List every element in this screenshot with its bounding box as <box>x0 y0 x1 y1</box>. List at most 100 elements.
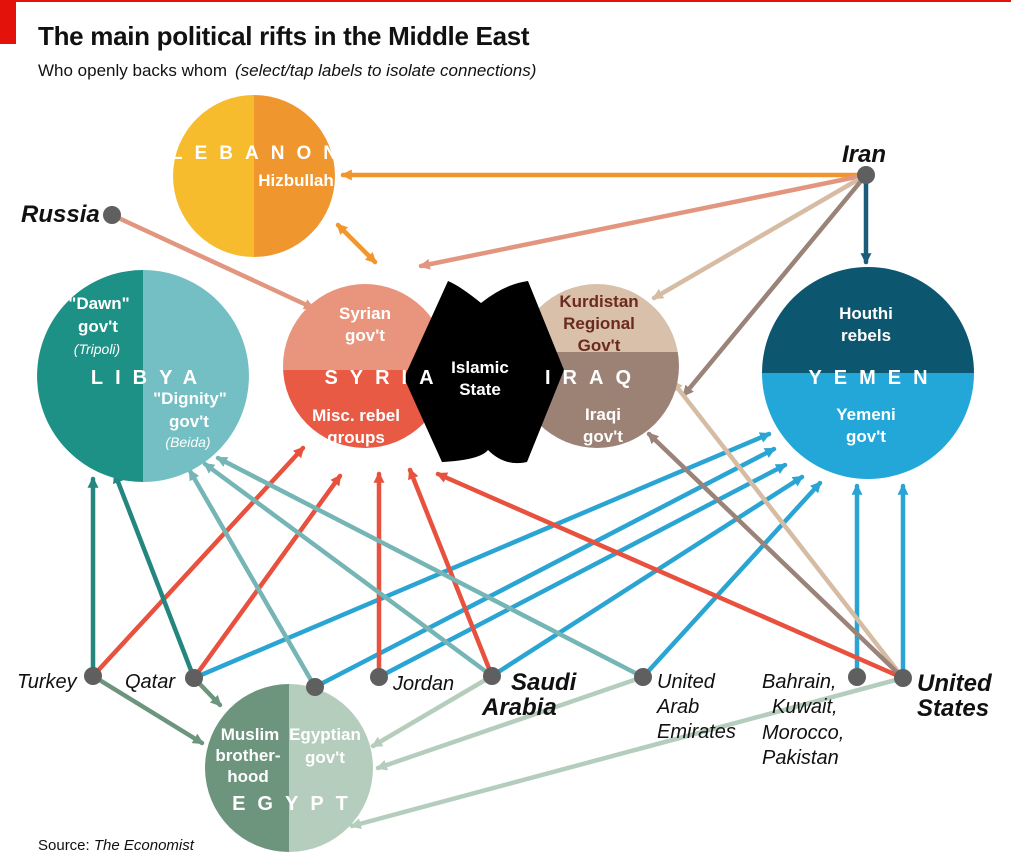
node-bahrain[interactable] <box>848 668 866 686</box>
russia-label[interactable]: Russia <box>21 201 100 228</box>
mb-label-1[interactable]: Muslim <box>221 725 280 744</box>
yemeni-gov-label-1[interactable]: Yemeni <box>836 405 896 424</box>
saudi-label-2[interactable]: Arabia <box>481 694 557 721</box>
yemen-bottom-half <box>762 373 974 479</box>
krg-label-3[interactable]: Gov't <box>578 336 621 355</box>
turkey-label[interactable]: Turkey <box>17 671 78 693</box>
arrow-turkey-mb <box>90 673 205 746</box>
iraqi-gov-label-1[interactable]: Iraqi <box>585 405 621 424</box>
syrian-gov-label-1[interactable]: Syrian <box>339 304 391 323</box>
arrow-russia-syrian-gov <box>109 212 316 311</box>
islamic-state-region[interactable]: Islamic State <box>404 281 564 464</box>
jordan-label[interactable]: Jordan <box>392 673 454 695</box>
source-note: Source: The Economist <box>38 837 194 854</box>
arrow-iran-iraqi-gov <box>681 172 869 398</box>
bahrain-label-2[interactable]: Kuwait, <box>772 696 838 718</box>
lebanon-label: LEBANON <box>171 143 349 164</box>
arrow-qatar-yemeni-gov <box>191 431 772 681</box>
subtitle-text: Who openly backs whom <box>38 61 227 80</box>
node-qatar[interactable] <box>185 669 203 687</box>
dawn-label-1[interactable]: "Dawn" <box>68 294 129 313</box>
bahrain-label-4[interactable]: Pakistan <box>762 747 839 769</box>
source-publication: The Economist <box>93 837 194 854</box>
egyptian-gov-label-1[interactable]: Egyptian <box>289 725 361 744</box>
top-rule <box>0 0 1011 2</box>
qatar-label[interactable]: Qatar <box>125 671 176 693</box>
node-russia[interactable] <box>103 206 121 224</box>
syrian-gov-label-2[interactable]: gov't <box>345 326 385 345</box>
node-turkey[interactable] <box>84 667 102 685</box>
node-us[interactable] <box>894 669 912 687</box>
brand-red-mark <box>0 2 16 44</box>
arrow-saudi-dignity <box>202 461 495 679</box>
houthi-label-2[interactable]: rebels <box>841 326 891 345</box>
mb-label-2[interactable]: brother- <box>215 746 280 765</box>
arrow-us-iraqi-gov <box>646 431 906 681</box>
krg-label-2[interactable]: Regional <box>563 314 635 333</box>
libya-left-half <box>37 270 143 482</box>
arrow-egypt-yemeni-gov <box>312 446 777 690</box>
dignity-label-2[interactable]: gov't <box>169 412 209 431</box>
islamic-state-label-2[interactable]: State <box>459 380 501 399</box>
us-label-2[interactable]: States <box>917 695 989 722</box>
egypt-left-half <box>205 684 289 852</box>
node-iran[interactable] <box>857 166 875 184</box>
uae-label-1[interactable]: United <box>657 671 716 693</box>
krg-label-1[interactable]: Kurdistan <box>559 292 638 311</box>
rebels-label-1[interactable]: Misc. rebel <box>312 406 400 425</box>
connections <box>87 169 909 830</box>
egyptian-gov-label-2[interactable]: gov't <box>305 748 345 767</box>
hizbullah-label[interactable]: Hizbullah <box>258 171 334 190</box>
yemen-circle[interactable]: Houthi rebels YEMEN Yemeni gov't <box>762 267 974 479</box>
node-jordan[interactable] <box>370 668 388 686</box>
egypt-label: EGYPT <box>232 793 360 815</box>
uae-label-2[interactable]: Arab <box>656 696 699 718</box>
egypt-right-half <box>289 684 373 852</box>
dignity-place: (Beida) <box>165 434 210 450</box>
arrow-uae-yemeni-gov <box>640 480 823 680</box>
rebels-label-2[interactable]: groups <box>327 428 385 447</box>
libya-right-half <box>143 270 249 482</box>
arrow-us-rebels <box>435 471 906 681</box>
us-label-1[interactable]: United <box>917 670 993 697</box>
arrow-us-egyptian-gov <box>349 675 906 830</box>
yemeni-gov-label-2[interactable]: gov't <box>846 427 886 446</box>
iraqi-gov-label-2[interactable]: gov't <box>583 427 623 446</box>
houthi-label-1[interactable]: Houthi <box>839 304 893 323</box>
node-uae[interactable] <box>634 668 652 686</box>
interaction-hint: (select/tap labels to isolate connection… <box>234 61 537 80</box>
dignity-label-1[interactable]: "Dignity" <box>153 389 227 408</box>
subtitle: Who openly backs whom (select/tap labels … <box>38 61 536 81</box>
libya-circle[interactable]: "Dawn" gov't (Tripoli) LIBYA "Dignity" g… <box>37 270 249 482</box>
arrow-us-krg <box>670 379 906 681</box>
arrow-iran-krg <box>651 172 869 301</box>
lebanon-circle[interactable]: LEBANON Hizbullah <box>171 95 349 257</box>
syria-label: SYRIA <box>324 367 445 389</box>
bahrain-label-3[interactable]: Morocco, <box>762 722 844 744</box>
yemen-top-half <box>762 267 974 373</box>
arrow-saudi-egyptian-gov <box>370 673 495 749</box>
arrow-saudi-yemeni-gov <box>489 474 805 679</box>
saudi-label-1[interactable]: Saudi <box>511 669 578 696</box>
iraq-label: IRAQ <box>545 367 643 389</box>
arrow-hizbullah-syrian-gov <box>335 222 378 265</box>
actor-nodes <box>84 166 912 696</box>
islamic-state-label-1[interactable]: Islamic <box>451 358 509 377</box>
page-title: The main political rifts in the Middle E… <box>38 21 530 51</box>
iran-label[interactable]: Iran <box>842 141 886 168</box>
lebanon-left-half <box>173 95 254 257</box>
node-saudi[interactable] <box>483 667 501 685</box>
arrow-egypt-dignity <box>187 468 318 690</box>
node-egyptian-gov[interactable] <box>306 678 324 696</box>
arrow-qatar-dawn <box>112 471 197 681</box>
arrow-uae-dignity <box>215 455 646 680</box>
dawn-label-2[interactable]: gov't <box>78 317 118 336</box>
mb-label-3[interactable]: hood <box>227 767 269 786</box>
arrow-saudi-rebels <box>407 467 495 679</box>
uae-label-3[interactable]: Emirates <box>657 721 736 743</box>
lebanon-right-half <box>254 95 335 257</box>
bahrain-label-1[interactable]: Bahrain, <box>762 671 837 693</box>
libya-label: LIBYA <box>91 367 209 389</box>
source-label: Source: <box>38 837 90 854</box>
egypt-circle[interactable]: Muslim brother- hood Egyptian gov't EGYP… <box>205 684 373 852</box>
